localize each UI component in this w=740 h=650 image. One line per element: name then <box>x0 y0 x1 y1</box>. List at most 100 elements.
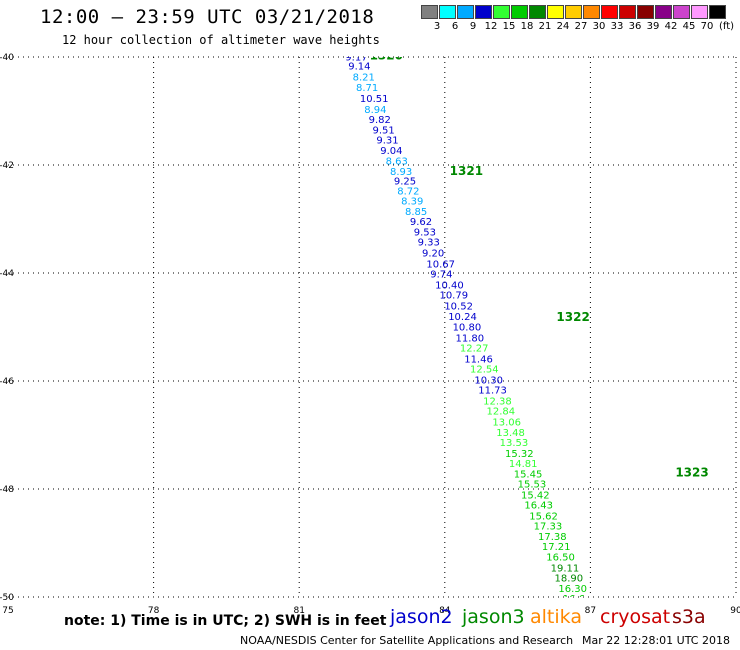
color-scale-label: 6 <box>451 21 459 32</box>
color-scale-label: 33 <box>610 21 624 32</box>
x-tick-label: 75 <box>2 606 13 616</box>
chart-subtitle: 12 hour collection of altimeter wave hei… <box>62 33 380 47</box>
color-scale-label: 36 <box>628 21 642 32</box>
swh-data-label: 10.67 <box>426 259 455 270</box>
chart-title: 12:00 – 23:59 UTC 03/21/2018 <box>40 6 375 28</box>
color-swatch <box>583 5 600 19</box>
color-scale-label: 24 <box>556 21 570 32</box>
swh-data-label: 8.93 <box>390 167 412 178</box>
pass-number-label: 1321 <box>450 164 483 178</box>
color-swatch <box>421 5 438 19</box>
color-swatch <box>529 5 546 19</box>
color-scale-label: 39 <box>646 21 660 32</box>
swh-data-label: 10.30 <box>474 375 503 386</box>
swh-data-label: 15.42 <box>521 490 550 501</box>
color-swatch <box>619 5 636 19</box>
swh-data-label: 18.90 <box>554 574 583 585</box>
color-swatch <box>565 5 582 19</box>
data-layer: 9.179.148.218.7110.518.949.829.519.319.0… <box>345 48 708 605</box>
swh-data-label: 10.51 <box>360 94 389 105</box>
note-text: note: 1) Time is in UTC; 2) SWH is in fe… <box>64 613 387 629</box>
swh-data-label: 17.21 <box>542 542 571 553</box>
color-scale-label: 18 <box>520 21 534 32</box>
swh-data-label: 16.43 <box>524 501 553 512</box>
color-scale-label: 12 <box>484 21 498 32</box>
pass-number-label: 1322 <box>556 310 589 324</box>
pass-number-label: 1320 <box>370 48 403 62</box>
color-scale-unit: (ft) <box>719 21 735 32</box>
swh-data-label: 9.51 <box>372 125 394 136</box>
color-scale-label: 21 <box>538 21 552 32</box>
color-swatch <box>511 5 528 19</box>
color-swatch <box>601 5 618 19</box>
swh-data-label: 12.84 <box>487 407 516 418</box>
swh-data-label: 8.94 <box>364 105 386 116</box>
color-scale-label: 45 <box>682 21 696 32</box>
color-scale-label: 3 <box>433 21 441 32</box>
color-scale-label: 42 <box>664 21 678 32</box>
swh-data-label: 8.39 <box>401 197 423 208</box>
swh-data-label: 8.72 <box>397 186 419 197</box>
swh-data-label: 15.32 <box>505 449 534 460</box>
color-swatch <box>475 5 492 19</box>
color-swatch <box>547 5 564 19</box>
x-tick-label: 78 <box>148 606 160 616</box>
color-scale-label: 27 <box>574 21 588 32</box>
swh-data-label: 13.53 <box>500 438 529 449</box>
color-swatch <box>439 5 456 19</box>
swh-data-label: 11.73 <box>478 386 507 397</box>
swh-data-label: 19.11 <box>551 563 580 574</box>
swh-data-label: 17.33 <box>534 522 563 533</box>
swh-data-label: 9.53 <box>414 227 436 238</box>
swh-data-label: 9.17 <box>345 52 367 63</box>
y-tick-label: -42 <box>0 161 14 171</box>
swh-data-label: 8.85 <box>405 207 427 218</box>
swh-data-label: 9.62 <box>410 217 432 228</box>
swh-data-label: 9.82 <box>369 115 391 126</box>
y-tick-label: -40 <box>0 53 14 63</box>
swh-data-label: 15.53 <box>518 480 547 491</box>
color-swatch <box>673 5 690 19</box>
color-swatch <box>691 5 708 19</box>
swh-data-label: 9.20 <box>422 248 444 259</box>
swh-data-label: 13.48 <box>496 428 525 439</box>
swh-data-label: 9.33 <box>418 238 440 249</box>
swh-data-label: 13.06 <box>492 418 521 429</box>
swh-data-label: 12.38 <box>483 396 512 407</box>
swh-data-label: 9.04 <box>380 146 402 157</box>
legend-jason2: jason2 <box>390 606 453 628</box>
color-swatch <box>637 5 654 19</box>
swh-data-label: 15.62 <box>529 511 558 522</box>
swh-data-label: 16.6 <box>563 594 585 605</box>
x-tick-label: 87 <box>585 606 596 616</box>
legend-altika: altika <box>530 606 582 628</box>
swh-data-label: 16.50 <box>546 553 575 564</box>
swh-data-label: 8.63 <box>386 157 408 168</box>
y-tick-label: -46 <box>0 377 14 387</box>
swh-data-label: 9.14 <box>348 62 370 73</box>
swh-data-label: 9.31 <box>376 136 398 147</box>
swh-data-label: 16.30 <box>558 584 587 595</box>
swh-data-label: 10.40 <box>435 280 464 291</box>
swh-data-label: 10.79 <box>439 291 468 302</box>
swh-data-label: 11.46 <box>464 354 493 365</box>
pass-number-label: 1323 <box>675 465 708 479</box>
color-scale-label: 15 <box>502 21 516 32</box>
swh-data-label: 10.80 <box>453 322 482 333</box>
x-tick-label: 84 <box>439 606 451 616</box>
y-tick-label: -50 <box>0 593 14 603</box>
color-swatch <box>493 5 510 19</box>
swh-data-label: 12.54 <box>470 365 499 376</box>
swh-data-label: 11.80 <box>455 333 484 344</box>
swh-data-label: 14.81 <box>509 459 538 470</box>
swh-data-label: 8.21 <box>353 72 375 83</box>
footer-timestamp: Mar 22 12:28:01 UTC 2018 <box>582 634 730 647</box>
swh-data-label: 9.25 <box>394 177 416 188</box>
color-swatch <box>457 5 474 19</box>
color-scale-label: 30 <box>592 21 606 32</box>
color-scale-label: 70 <box>700 21 714 32</box>
legend-cryosat: cryosat <box>600 606 671 628</box>
x-tick-label: 90 <box>730 606 740 616</box>
y-tick-label: -44 <box>0 269 14 279</box>
